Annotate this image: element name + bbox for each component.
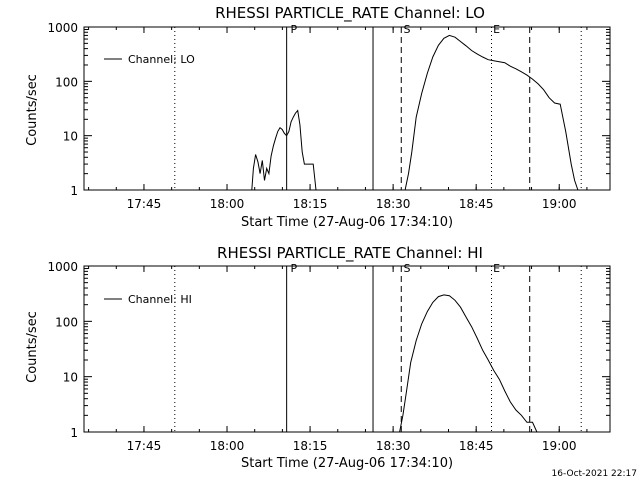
y-axis-label: Counts/sec: [25, 311, 40, 383]
y-tick-label: 10: [63, 371, 78, 385]
marker-label-s: S: [403, 23, 410, 36]
y-tick-label: 1: [70, 426, 78, 440]
y-tick-label: 100: [55, 75, 78, 89]
series-line: [251, 109, 317, 191]
axis-ticks: 17:45 18:00 18:15 18:30 18:45 19:00 1 10 100 1000: [47, 260, 610, 453]
x-axis-label: Start Time (27-Aug-06 17:34:10): [241, 215, 453, 230]
legend-label: Channel: LO: [128, 53, 195, 66]
series-line: [404, 34, 579, 191]
marker-label-s: S: [403, 262, 410, 275]
y-tick-label: 1000: [47, 260, 78, 274]
chart-title: RHESSI PARTICLE_RATE Channel: HI: [217, 244, 483, 263]
marker-label-e: E: [493, 23, 500, 36]
x-tick-label: 17:45: [127, 439, 162, 453]
x-tick-label: 19:00: [542, 439, 577, 453]
x-tick-label: 17:45: [127, 197, 162, 211]
y-tick-label: 10: [63, 130, 78, 144]
timestamp-footer: 16-Oct-2021 22:17: [552, 469, 637, 479]
y-axis-label: Counts/sec: [25, 74, 40, 146]
x-tick-label: 19:00: [542, 197, 577, 211]
panel-hi: RHESSI PARTICLE_RATE Channel: HI Start T…: [25, 244, 611, 471]
x-tick-label: 18:15: [293, 439, 328, 453]
y-tick-label: 1000: [47, 21, 78, 35]
axis-ticks: 17:45 18:00 18:15 18:30 18:45 19:00 1 10 100 1000: [47, 21, 610, 211]
x-tick-label: 18:45: [459, 439, 494, 453]
series-lines: [251, 34, 579, 191]
x-tick-label: 18:00: [210, 197, 245, 211]
x-axis-label: Start Time (27-Aug-06 17:34:10): [241, 456, 453, 471]
y-tick-label: 100: [55, 315, 78, 329]
x-tick-label: 18:30: [376, 197, 411, 211]
x-tick-label: 18:30: [376, 439, 411, 453]
x-tick-label: 18:15: [293, 197, 328, 211]
y-tick-label: 1: [70, 184, 78, 198]
chart-title: RHESSI PARTICLE_RATE Channel: LO: [215, 4, 485, 23]
series-line: [399, 294, 538, 433]
legend-label: Channel: HI: [128, 293, 192, 306]
plot-frame: [83, 265, 611, 433]
plot-frame: [83, 26, 611, 191]
panel-lo: RHESSI PARTICLE_RATE Channel: LO Start T…: [25, 4, 611, 230]
x-tick-label: 18:00: [210, 439, 245, 453]
marker-label-p: P: [291, 23, 298, 36]
series-lines: [399, 294, 538, 433]
marker-label-e: E: [493, 262, 500, 275]
x-tick-label: 18:45: [459, 197, 494, 211]
marker-label-p: P: [291, 262, 298, 275]
